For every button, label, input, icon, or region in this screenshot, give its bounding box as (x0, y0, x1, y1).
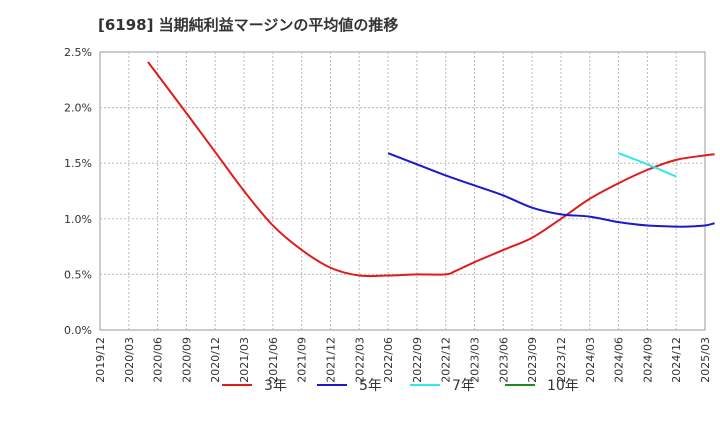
series-line (387, 152, 715, 228)
x-axis-ticks: 2019/12 2020/03 2020/06 2020/09 2020/12 2021/… (94, 337, 712, 383)
y-tick-label: 2.0% (64, 102, 92, 115)
x-tick-label: 2023/09 (526, 337, 539, 383)
legend-label: 3年 (264, 378, 287, 394)
y-tick-label: 1.0% (64, 213, 92, 226)
x-tick-label: 2019/12 (94, 337, 107, 383)
x-tick-label: 2022/03 (353, 337, 366, 383)
x-tick-label: 2021/06 (267, 337, 280, 383)
x-tick-label: 2020/12 (209, 337, 222, 383)
x-tick-label: 2022/09 (411, 337, 424, 383)
plot-area (99, 51, 706, 331)
x-tick-label: 2024/06 (613, 337, 626, 383)
series-line (147, 61, 715, 278)
legend-label: 5年 (359, 378, 382, 394)
x-tick-label: 2022/12 (440, 337, 453, 383)
legend-label: 7年 (452, 378, 475, 394)
x-tick-label: 2020/09 (180, 337, 193, 383)
x-tick-label: 2020/06 (152, 337, 165, 383)
x-tick-label: 2023/03 (469, 337, 482, 383)
x-tick-label: 2024/09 (641, 337, 654, 383)
legend-label: 10年 (547, 378, 579, 394)
series-line (618, 152, 677, 178)
x-tick-label: 2021/12 (324, 337, 337, 383)
y-axis-ticks: 0.0% 0.5% 1.0% 1.5% 2.0% 2.5% (64, 46, 92, 337)
series-lines (147, 61, 715, 278)
x-tick-label: 2023/12 (555, 337, 568, 383)
x-tick-label: 2022/06 (382, 337, 395, 383)
legend: 3年 5年 7年 10年 (222, 378, 579, 394)
y-tick-label: 2.5% (64, 46, 92, 59)
x-tick-label: 2021/09 (296, 337, 309, 383)
x-tick-label: 2024/03 (584, 337, 597, 383)
x-tick-label: 2021/03 (238, 337, 251, 383)
y-tick-label: 1.5% (64, 157, 92, 170)
x-tick-label: 2025/03 (699, 337, 712, 383)
x-tick-label: 2020/03 (123, 337, 136, 383)
x-tick-label: 2023/06 (497, 337, 510, 383)
y-tick-label: 0.5% (64, 268, 92, 281)
x-tick-label: 2024/12 (670, 337, 683, 383)
y-tick-label: 0.0% (64, 324, 92, 337)
chart-title: [6198] 当期純利益マージンの平均値の推移 (98, 16, 399, 34)
